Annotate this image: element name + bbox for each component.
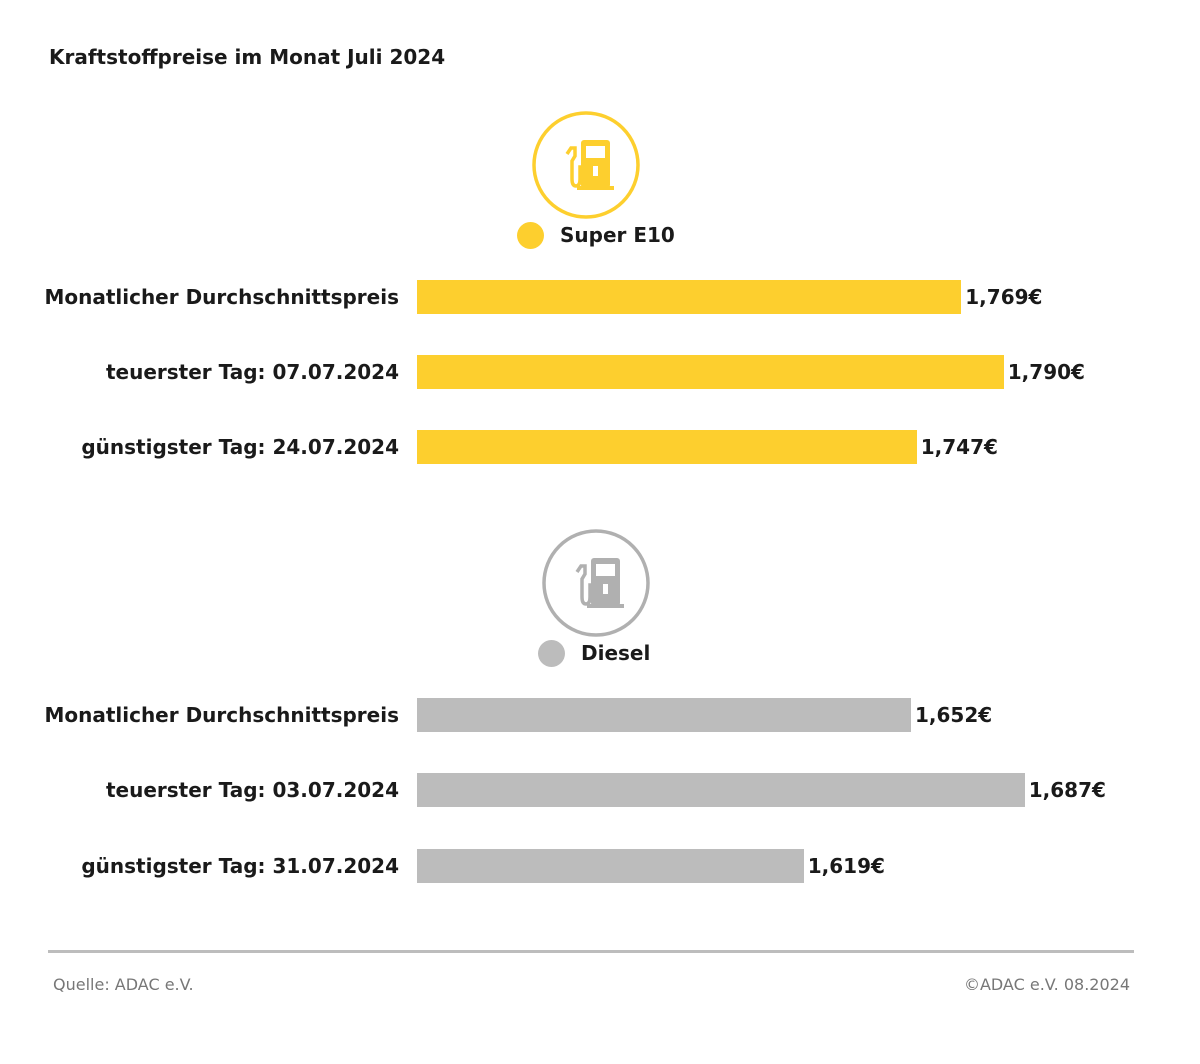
category-label: günstigster Tag: 24.07.2024 [81,435,399,459]
data-label: 1,652€ [915,703,993,727]
fuel-pump-icon [541,528,651,642]
category-label: günstigster Tag: 31.07.2024 [81,854,399,878]
fuel-pump-icon [531,110,641,224]
bar [417,355,1004,389]
category-label: teuerster Tag: 03.07.2024 [105,778,399,802]
category-label: teuerster Tag: 07.07.2024 [105,360,399,384]
legend-swatch [517,222,544,249]
data-label: 1,619€ [807,854,885,878]
data-label: 1,747€ [920,435,998,459]
legend-label: Diesel [581,641,651,665]
data-label: 1,687€ [1028,778,1106,802]
data-label: 1,769€ [965,285,1043,309]
bar [417,698,911,732]
legend-label: Super E10 [560,223,675,247]
source-note: Quelle: ADAC e.V. [53,975,194,994]
bar [417,280,962,314]
chart-title: Kraftstoffpreise im Monat Juli 2024 [49,45,446,69]
category-label: Monatlicher Durchschnittspreis [44,703,399,727]
category-label: Monatlicher Durchschnittspreis [44,285,399,309]
bar [417,430,917,464]
bar [417,849,804,883]
copyright-note: ©ADAC e.V. 08.2024 [963,975,1130,994]
divider [48,950,1134,953]
legend-swatch [538,640,565,667]
bar [417,773,1025,807]
data-label: 1,790€ [1007,360,1085,384]
